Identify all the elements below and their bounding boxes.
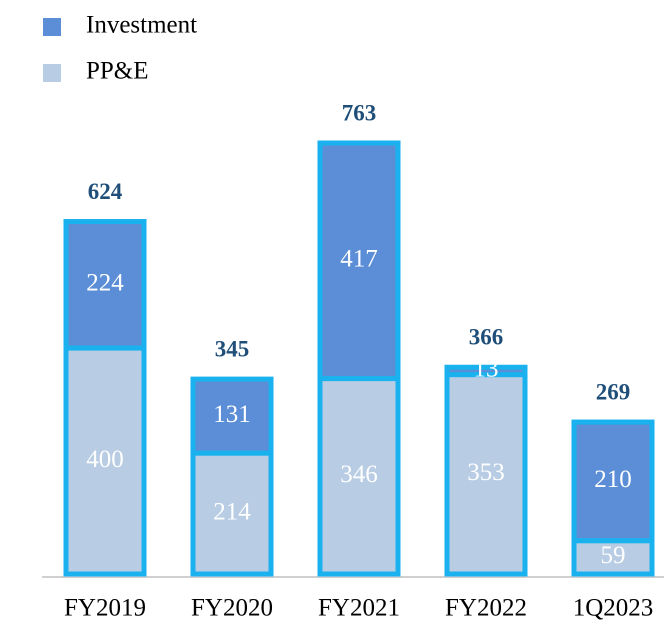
x-tick-label: 1Q2023 <box>573 595 654 622</box>
bar-segment <box>190 376 274 456</box>
legend-label: PP&E <box>86 58 149 85</box>
segment-label: 417 <box>340 246 378 273</box>
segment-label: 131 <box>213 401 251 428</box>
segment-label: 214 <box>213 498 251 525</box>
segment-label: 224 <box>86 270 124 297</box>
segment-label: 346 <box>340 461 378 488</box>
total-label: 345 <box>215 336 250 361</box>
legend-swatch <box>43 18 61 36</box>
legend-label: Investment <box>86 12 197 39</box>
segment-label: 400 <box>86 446 124 473</box>
x-tick-label: FY2019 <box>64 595 146 622</box>
total-label: 366 <box>469 325 504 350</box>
segment-label: 210 <box>594 466 632 493</box>
total-label: 763 <box>342 100 377 125</box>
segment-label: 13 <box>474 356 499 383</box>
legend-swatch <box>43 64 61 82</box>
bar-segment <box>444 364 528 378</box>
bar-segment <box>571 419 655 544</box>
bar-segment <box>63 345 147 577</box>
bar-segment <box>317 376 401 577</box>
x-tick-label: FY2020 <box>191 595 273 622</box>
x-tick-label: FY2022 <box>445 595 527 622</box>
segment-label: 353 <box>467 459 505 486</box>
bar-segment <box>317 140 401 382</box>
total-label: 624 <box>88 179 123 204</box>
x-tick-label: FY2021 <box>318 595 400 622</box>
segment-label: 59 <box>601 542 626 569</box>
total-label: 269 <box>596 379 631 404</box>
bar-segment <box>444 372 528 577</box>
bar-segment <box>63 219 147 351</box>
